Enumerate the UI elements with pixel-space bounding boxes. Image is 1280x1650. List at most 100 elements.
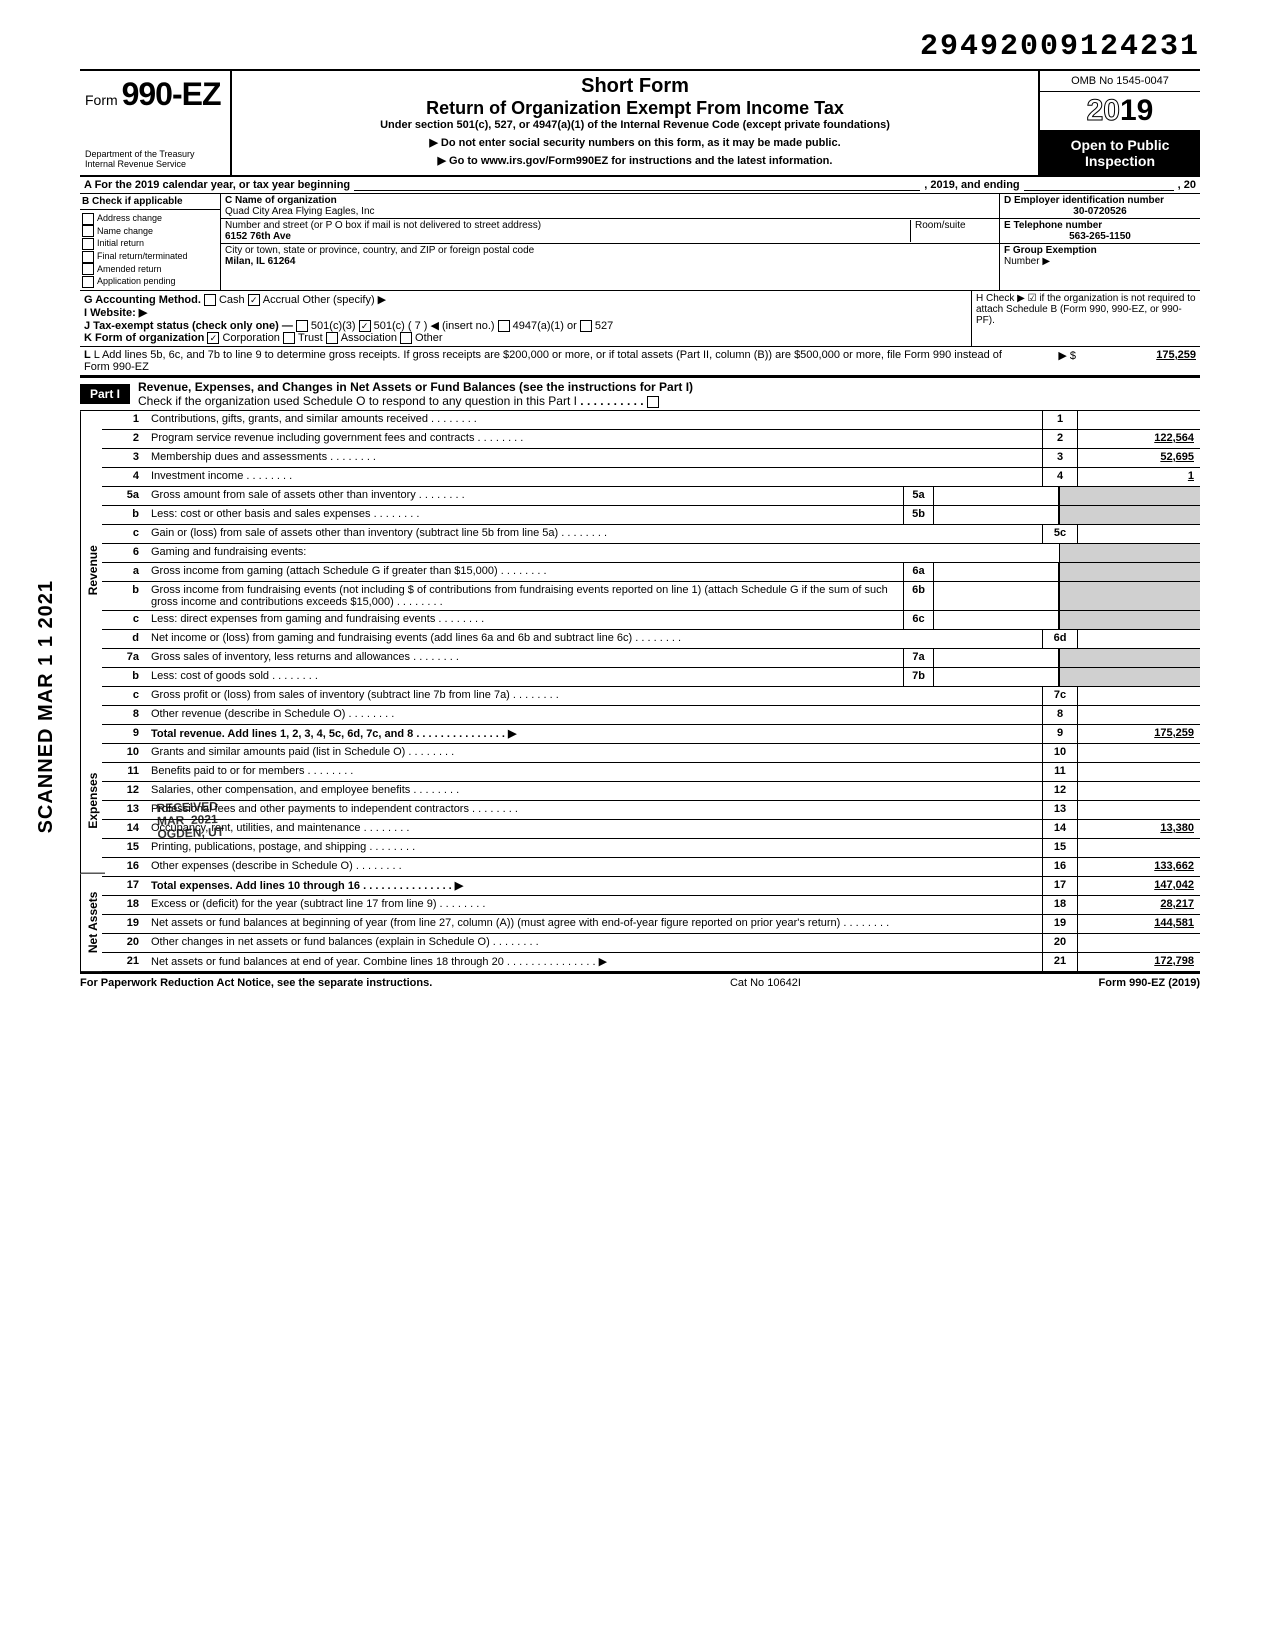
line-17: 17Total expenses. Add lines 10 through 1…: [102, 877, 1200, 896]
line-description: Program service revenue including govern…: [147, 430, 1042, 448]
checkbox-527[interactable]: [580, 320, 592, 332]
value-box: [1078, 763, 1200, 781]
checkbox-cash[interactable]: [204, 294, 216, 306]
checkbox-association[interactable]: [326, 332, 338, 344]
phone: 563-265-1150: [1004, 231, 1196, 242]
line-number: c: [102, 611, 147, 629]
line-description: Total expenses. Add lines 10 through 16 …: [147, 877, 1042, 895]
shaded-gap: [1059, 582, 1200, 610]
line-description: Benefits paid to or for members . . . . …: [147, 763, 1042, 781]
scanned-stamp: SCANNED MAR 1 1 2021: [35, 580, 58, 833]
num-box: 21: [1042, 953, 1078, 971]
shaded-gap: [1059, 563, 1200, 581]
num-box: 16: [1042, 858, 1078, 876]
line-description: Gross income from gaming (attach Schedul…: [147, 563, 903, 581]
checkbox-final-return[interactable]: [82, 251, 94, 263]
value-box: [1078, 934, 1200, 952]
document-number: 29492009124231: [80, 30, 1200, 64]
line-a: aGross income from gaming (attach Schedu…: [102, 563, 1200, 582]
mid-box-label: 6c: [903, 611, 934, 629]
line-number: 12: [102, 782, 147, 800]
checkbox-corporation[interactable]: ✓: [207, 332, 219, 344]
line-description: Gross income from fundraising events (no…: [147, 582, 903, 610]
checkbox-accrual[interactable]: ✓: [248, 294, 260, 306]
mid-box-label: 5b: [903, 506, 934, 524]
value-box: [1078, 839, 1200, 857]
section-def: D Employer identification number 30-0720…: [1000, 194, 1200, 290]
mid-box-value: [934, 649, 1059, 667]
section-b: B Check if applicable Address change Nam…: [80, 194, 221, 290]
num-box: 14: [1042, 820, 1078, 838]
num-box: 4: [1042, 468, 1078, 486]
line-21: 21Net assets or fund balances at end of …: [102, 953, 1200, 972]
checkbox-initial-return[interactable]: [82, 238, 94, 250]
line-number: 19: [102, 915, 147, 933]
checkbox-501c3[interactable]: [296, 320, 308, 332]
line-description: Excess or (deficit) for the year (subtra…: [147, 896, 1042, 914]
mid-box-value: [934, 611, 1059, 629]
city-zip: Milan, IL 61264: [225, 256, 295, 267]
shaded-gap: [1059, 611, 1200, 629]
value-box: 172,798: [1078, 953, 1200, 971]
line-number: 9: [102, 725, 147, 743]
checkbox-other-org[interactable]: [400, 332, 412, 344]
checkbox-name-change[interactable]: [82, 225, 94, 237]
line-number: 18: [102, 896, 147, 914]
line-description: Professional fees and other payments to …: [147, 801, 1042, 819]
line-description: Membership dues and assessments . . . . …: [147, 449, 1042, 467]
line-description: Less: cost of goods sold . . . . . . . .: [147, 668, 903, 686]
mid-box-label: 7b: [903, 668, 934, 686]
line-9: 9Total revenue. Add lines 1, 2, 3, 4, 5c…: [102, 725, 1200, 744]
line-number: 6: [102, 544, 147, 562]
line-number: 13: [102, 801, 147, 819]
value-box: 122,564: [1078, 430, 1200, 448]
mid-box-value: [934, 563, 1059, 581]
value-box: [1078, 525, 1200, 543]
section-c: C Name of organization Quad City Area Fl…: [221, 194, 1000, 290]
checkbox-4947[interactable]: [498, 320, 510, 332]
value-box: 147,042: [1078, 877, 1200, 895]
shaded-gap: [1059, 668, 1200, 686]
line-description: Gross profit or (loss) from sales of inv…: [147, 687, 1042, 705]
line-number: 5a: [102, 487, 147, 505]
checkbox-501c[interactable]: ✓: [359, 320, 371, 332]
line-a: A For the 2019 calendar year, or tax yea…: [80, 177, 1200, 194]
checkbox-application-pending[interactable]: [82, 276, 94, 288]
line-c: cGain or (loss) from sale of assets othe…: [102, 525, 1200, 544]
line-number: 15: [102, 839, 147, 857]
num-box: 17: [1042, 877, 1078, 895]
line-number: 14: [102, 820, 147, 838]
form-header: Form 990-EZ Department of the TreasuryIn…: [80, 69, 1200, 177]
line-20: 20Other changes in net assets or fund ba…: [102, 934, 1200, 953]
ein: 30-0720526: [1004, 206, 1196, 217]
line-number: 2: [102, 430, 147, 448]
line-description: Grants and similar amounts paid (list in…: [147, 744, 1042, 762]
value-box: [1078, 411, 1200, 429]
shaded-gap: [1059, 506, 1200, 524]
num-box: 1: [1042, 411, 1078, 429]
line-i: I Website: ▶: [84, 306, 967, 319]
omb-number: OMB No 1545-0047: [1040, 71, 1200, 92]
num-box: 7c: [1042, 687, 1078, 705]
checkbox-schedule-o[interactable]: [647, 396, 659, 408]
main-title: Return of Organization Exempt From Incom…: [240, 98, 1030, 119]
line-b: bGross income from fundraising events (n…: [102, 582, 1200, 611]
line-description: Occupancy, rent, utilities, and maintena…: [147, 820, 1042, 838]
line-b: bLess: cost or other basis and sales exp…: [102, 506, 1200, 525]
value-box: 1: [1078, 468, 1200, 486]
gross-receipts: 175,259: [1076, 349, 1196, 373]
mid-box-value: [934, 506, 1059, 524]
value-box: [1078, 801, 1200, 819]
value-box: 144,581: [1078, 915, 1200, 933]
line-description: Gross amount from sale of assets other t…: [147, 487, 903, 505]
line-description: Net assets or fund balances at beginning…: [147, 915, 1042, 933]
line-description: Other revenue (describe in Schedule O) .…: [147, 706, 1042, 724]
num-box: 9: [1042, 725, 1078, 743]
checkbox-amended-return[interactable]: [82, 263, 94, 275]
num-box: 11: [1042, 763, 1078, 781]
line-number: b: [102, 506, 147, 524]
line-15: 15Printing, publications, postage, and s…: [102, 839, 1200, 858]
line-3: 3Membership dues and assessments . . . .…: [102, 449, 1200, 468]
checkbox-address-change[interactable]: [82, 213, 94, 225]
checkbox-trust[interactable]: [283, 332, 295, 344]
